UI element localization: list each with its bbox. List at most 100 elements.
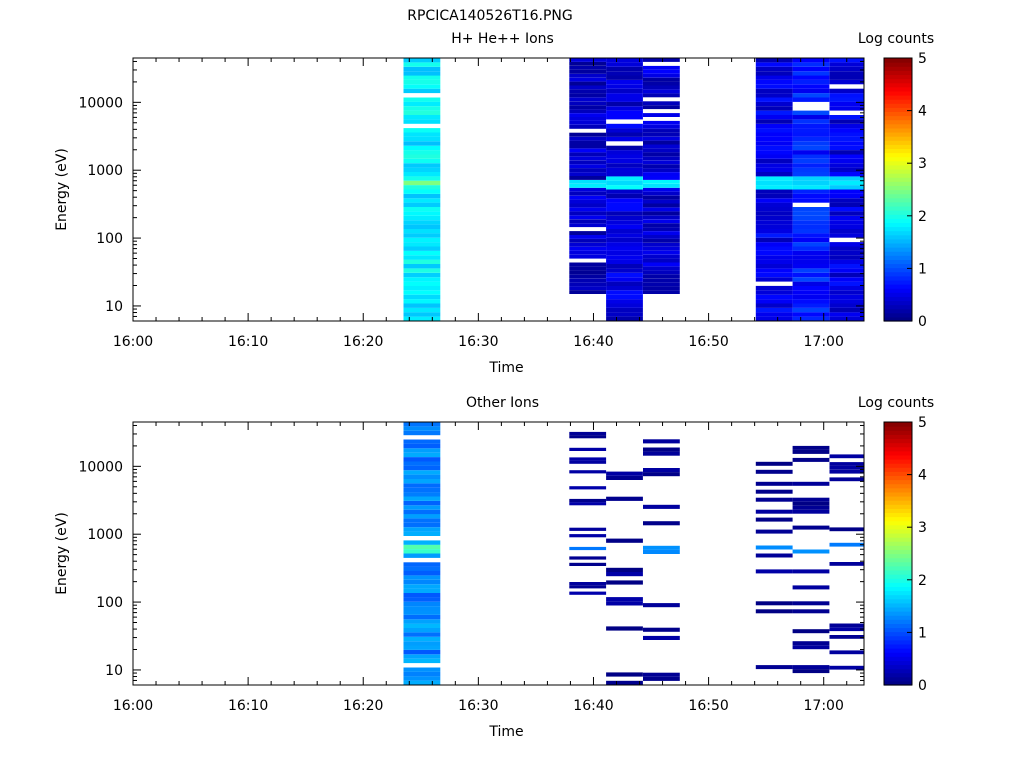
spectrogram-cell	[755, 176, 793, 181]
spectrogram-column	[792, 445, 830, 674]
spectrogram-cell	[755, 154, 793, 159]
spectrogram-cell	[643, 270, 680, 275]
spectrogram-cell	[403, 448, 441, 453]
spectrogram-cell	[829, 123, 864, 129]
colorbar-swatch	[884, 131, 912, 137]
spectrogram-cell	[606, 680, 643, 685]
spectrogram-cell	[606, 211, 643, 216]
spectrogram-cell	[569, 286, 607, 290]
spectrogram-cell	[643, 144, 680, 149]
spectrogram-cell	[792, 207, 830, 212]
spectrogram-cell	[755, 180, 793, 186]
spectrogram-cell	[829, 264, 864, 269]
x-tick-label: 16:10	[228, 698, 268, 714]
spectrogram-cell	[829, 259, 864, 264]
colorbar-swatch	[884, 606, 912, 612]
spectrogram-cell	[792, 669, 830, 674]
spectrogram-cell	[403, 224, 441, 229]
spectrogram-cell	[403, 268, 441, 273]
spectrogram-cell	[643, 223, 680, 228]
spectrogram-cell	[606, 312, 643, 317]
spectrogram-cell	[792, 180, 830, 186]
spectrogram-cell	[403, 623, 441, 628]
spectrogram-cell	[792, 645, 830, 650]
colorbar-swatch	[884, 479, 912, 485]
spectrogram-cell	[606, 672, 643, 677]
colorbar-swatch	[884, 296, 912, 302]
spectrogram-cell	[792, 601, 830, 606]
spectrogram-cell	[643, 152, 680, 157]
spectrogram-cell	[792, 136, 830, 142]
spectrogram-cell	[403, 285, 441, 291]
colorbar-swatch	[884, 70, 912, 76]
colorbar-tick-label: 1	[918, 625, 927, 641]
colorbar-swatch	[884, 512, 912, 518]
colorbar: Log counts 0 1 2 3 4 5	[858, 395, 934, 694]
spectrogram-cell	[755, 529, 793, 534]
spectrogram-cell	[569, 254, 607, 259]
spectrogram-cell	[606, 285, 643, 291]
y-tick-label: 10000	[78, 459, 123, 475]
spectrogram-cell	[755, 167, 793, 172]
spectrogram-cell	[569, 235, 607, 239]
spectrogram-cell	[643, 69, 680, 74]
spectrogram-cell	[643, 199, 680, 204]
spectrogram-cell	[755, 307, 793, 313]
colorbar-swatch	[884, 152, 912, 158]
spectrogram-cell	[792, 501, 830, 506]
spectrogram-cell	[643, 262, 680, 267]
spectrogram-cell	[755, 665, 793, 670]
spectrogram-cell	[792, 189, 830, 194]
spectrogram-cell	[755, 66, 793, 72]
spectrogram-cell	[403, 667, 441, 672]
colorbar-swatch	[884, 201, 912, 207]
colorbar-swatch	[884, 115, 912, 121]
spectrogram-cell	[403, 588, 441, 593]
spectrogram-cell	[606, 198, 643, 203]
spectrogram-cell	[569, 191, 607, 196]
spectrogram-cell	[403, 465, 441, 471]
spectrogram-cell	[569, 89, 607, 94]
spectrogram-cell	[403, 189, 441, 194]
spectrogram-cell	[606, 115, 643, 120]
spectrogram-cell	[829, 255, 864, 260]
spectrogram-cell	[829, 650, 864, 655]
spectrogram-cell	[403, 172, 441, 177]
colorbar-swatch	[884, 210, 912, 215]
spectrogram-cell	[569, 582, 607, 586]
spectrogram-cell	[569, 278, 607, 283]
spectrogram-cell	[643, 73, 680, 78]
spectrogram-cell	[643, 278, 680, 283]
spectrogram-cell	[403, 452, 441, 458]
colorbar-swatch	[884, 304, 912, 310]
colorbar-swatch	[884, 62, 912, 67]
spectrogram-cell	[792, 445, 830, 450]
spectrogram-cell	[643, 164, 680, 169]
spectrogram-cell	[403, 132, 441, 137]
spectrogram-cell	[792, 193, 830, 199]
spectrogram-cell	[755, 128, 793, 133]
colorbar-swatch	[884, 471, 912, 477]
spectrogram-cell	[643, 93, 680, 98]
spectrogram-cell	[829, 207, 864, 212]
spectrogram-cell	[403, 654, 441, 659]
colorbar-swatch	[884, 193, 912, 199]
spectrogram-cell	[403, 75, 441, 80]
spectrogram-cell	[606, 572, 643, 577]
colorbar-swatch	[884, 676, 912, 682]
spectrogram-cell	[569, 250, 607, 255]
spectrogram-cell	[643, 187, 680, 192]
x-tick-label: 16:00	[113, 334, 153, 350]
colorbar-swatch	[884, 611, 912, 616]
spectrogram-cell	[755, 97, 793, 102]
colorbar-swatch	[884, 160, 912, 166]
panel-title: H+ He++ Ions	[451, 31, 554, 47]
spectrogram-cell	[643, 627, 680, 632]
spectrogram-cell	[643, 258, 680, 263]
colorbar-frame	[883, 421, 913, 686]
spectrogram-cell	[755, 84, 793, 89]
spectrogram-cell	[829, 303, 864, 308]
spectrogram-cell	[606, 303, 643, 308]
spectrogram-cell	[403, 207, 441, 212]
colorbar-swatch	[884, 458, 912, 464]
